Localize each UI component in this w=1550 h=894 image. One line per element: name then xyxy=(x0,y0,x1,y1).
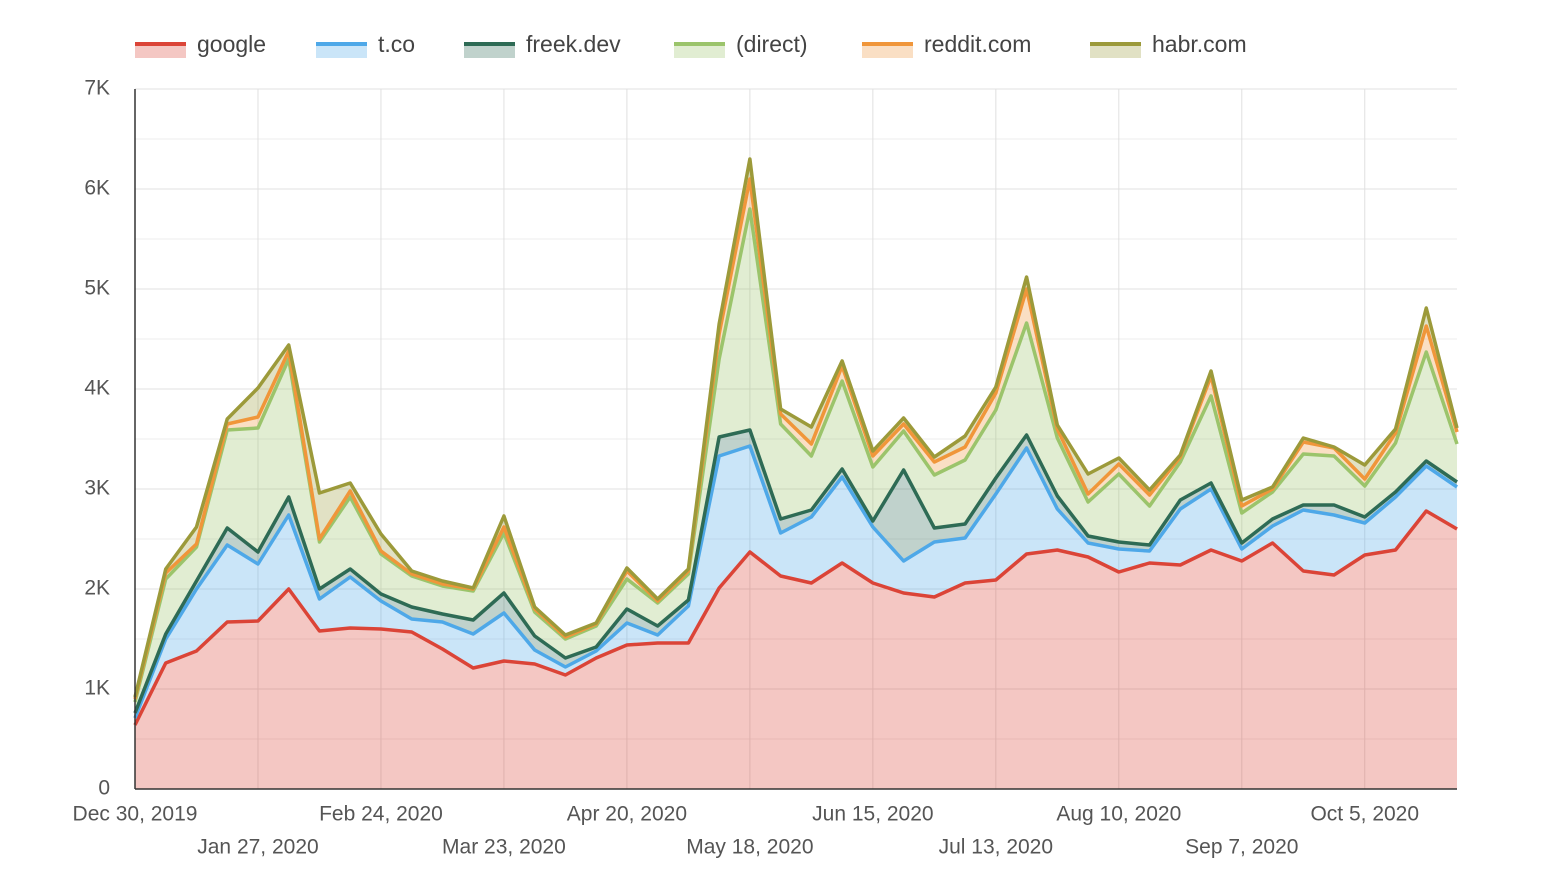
y-tick-label: 5K xyxy=(84,277,110,300)
area-fill xyxy=(135,446,1457,725)
x-tick-label: May 18, 2020 xyxy=(686,836,813,859)
x-tick-label: Sep 7, 2020 xyxy=(1185,836,1298,859)
y-tick-label: 7K xyxy=(84,77,110,100)
x-tick-label: Feb 24, 2020 xyxy=(319,803,443,826)
x-tick-label: Mar 23, 2020 xyxy=(442,836,566,859)
x-tick-label: Aug 10, 2020 xyxy=(1056,803,1181,826)
legend-label: reddit.com xyxy=(924,31,1031,57)
y-tick-label: 3K xyxy=(84,477,110,500)
legend-item: habr.com xyxy=(1090,31,1247,58)
x-tick-label: Jul 13, 2020 xyxy=(939,836,1053,859)
legend-item: reddit.com xyxy=(862,31,1031,58)
area-line xyxy=(133,509,1458,726)
area-line xyxy=(133,207,1459,703)
x-tick-label: Oct 5, 2020 xyxy=(1310,803,1419,826)
y-tick-label: 6K xyxy=(84,177,110,200)
legend-swatch xyxy=(135,44,186,58)
legend-item: t.co xyxy=(316,31,415,58)
x-tick-label: Dec 30, 2019 xyxy=(73,803,198,826)
legend-label: habr.com xyxy=(1152,31,1247,57)
legend-swatch xyxy=(862,44,913,58)
legend-label: google xyxy=(197,31,266,57)
area-fill xyxy=(135,209,1457,713)
x-tick-label: Apr 20, 2020 xyxy=(567,803,687,826)
legend-label: (direct) xyxy=(736,31,808,57)
legend-swatch xyxy=(1090,44,1141,58)
y-tick-label: 4K xyxy=(84,377,110,400)
area-line xyxy=(133,157,1459,698)
y-tick-label: 2K xyxy=(84,577,110,600)
legend-swatch xyxy=(316,44,367,58)
area-fill xyxy=(135,511,1457,789)
legend-label: t.co xyxy=(378,31,415,57)
legend-label: freek.dev xyxy=(526,31,621,57)
y-tick-label: 0 xyxy=(98,777,110,800)
x-tick-label: Jan 27, 2020 xyxy=(197,836,318,859)
legend-item: freek.dev xyxy=(464,31,621,58)
legend-item: google xyxy=(135,31,266,58)
x-tick-label: Jun 15, 2020 xyxy=(812,803,933,826)
y-tick-label: 1K xyxy=(84,677,110,700)
area-line xyxy=(133,444,1458,719)
legend-item: (direct) xyxy=(674,31,808,58)
legend-swatch xyxy=(674,44,725,58)
area-line xyxy=(133,428,1458,714)
legend-swatch xyxy=(464,44,515,58)
